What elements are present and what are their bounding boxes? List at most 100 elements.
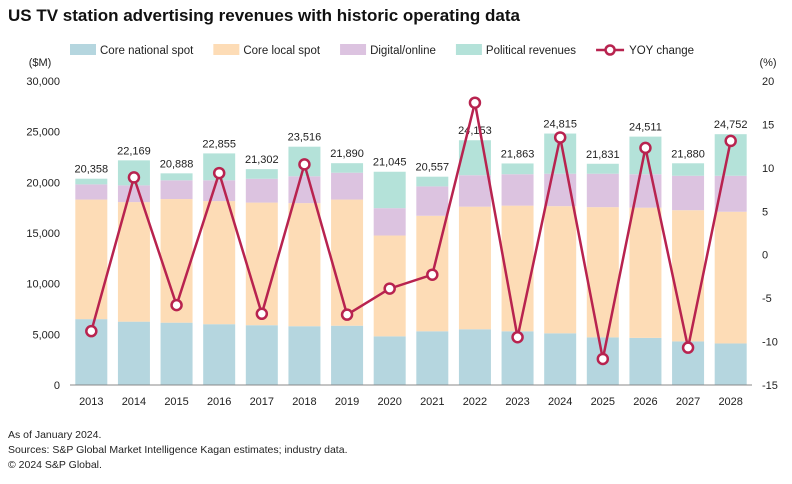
bar-total-label: 21,890 <box>330 148 364 160</box>
x-tick-label: 2019 <box>335 396 359 408</box>
x-tick-label: 2027 <box>676 396 700 408</box>
legend-label: Digital/online <box>370 45 436 57</box>
bar-total-label: 21,045 <box>373 157 407 169</box>
yoy-point <box>596 352 610 366</box>
y-right-tick-label: -10 <box>762 337 778 349</box>
footnote-date: As of January 2024. <box>8 429 102 441</box>
chart: ($M) (%) 0 5,000 10,000 15,000 20,000 25,000 30,… <box>26 44 778 408</box>
legend-label: Core national spot <box>100 45 194 57</box>
bar-total-label: 20,358 <box>74 164 108 176</box>
x-tick-label: 2024 <box>548 396 572 408</box>
bar-segment <box>373 171 406 209</box>
bar-segment <box>288 176 321 204</box>
bar-segment <box>331 325 364 385</box>
x-tick-label: 2017 <box>250 396 274 408</box>
bar-total-label: 21,302 <box>245 154 279 166</box>
bar-segment <box>714 211 747 344</box>
bar-segment <box>160 180 193 200</box>
x-tick-label: 2018 <box>292 396 316 408</box>
chart-title: US TV station advertising revenues with … <box>8 6 520 25</box>
y-left-axis-label: ($M) <box>29 57 52 69</box>
bar-total-label: 23,516 <box>288 132 322 144</box>
bar-segment <box>373 208 406 236</box>
bar-segment <box>117 321 150 385</box>
bar-segment <box>373 336 406 385</box>
legend-swatch <box>213 44 240 55</box>
y-right-tick-label: -5 <box>762 293 772 305</box>
yoy-point <box>468 96 482 109</box>
yoy-point <box>681 341 695 354</box>
legend-label: Core local spot <box>243 45 321 57</box>
legend-swatch <box>70 44 96 55</box>
x-tick-label: 2014 <box>122 396 146 408</box>
bar-segment <box>331 199 364 326</box>
bar-segment <box>288 203 321 327</box>
x-tick-label: 2023 <box>505 396 529 408</box>
yoy-point <box>170 298 183 312</box>
x-tick-label: 2015 <box>164 396 188 408</box>
yoy-point <box>426 268 439 281</box>
bar-total-label: 24,153 <box>458 125 492 137</box>
legend-swatch <box>340 44 367 55</box>
footnote-sources: Sources: S&P Global Market Intelligence … <box>8 444 348 456</box>
bar-segment <box>544 333 577 385</box>
bar-segment <box>75 178 108 185</box>
yoy-point <box>212 166 226 180</box>
y-right-tick-label: 15 <box>762 119 774 131</box>
legend-swatch <box>455 44 482 55</box>
y-left-tick-label: 25,000 <box>26 127 60 139</box>
bar-total-label: 21,880 <box>671 148 705 160</box>
y-left-tick-label: 10,000 <box>26 279 60 291</box>
yoy-point <box>127 171 141 184</box>
y-right-tick-label: 5 <box>762 206 768 218</box>
bar-segment <box>501 205 534 332</box>
yoy-point <box>383 282 396 295</box>
bar-segment <box>75 199 108 320</box>
y-right-tick-label: 20 <box>762 76 774 88</box>
bar-segment <box>245 169 278 179</box>
bar-segment <box>288 326 321 385</box>
y-right-axis-label: (%) <box>759 57 776 69</box>
bar-segment <box>160 322 193 385</box>
bar-segment <box>629 337 662 385</box>
bar-total-label: 22,855 <box>202 138 236 150</box>
bar-segment <box>714 343 747 385</box>
bar-segment <box>458 206 491 330</box>
bar-segment <box>203 180 236 202</box>
bar-total-label: 24,752 <box>714 119 748 131</box>
bar-segment <box>75 184 108 200</box>
bar-segment <box>245 325 278 385</box>
bar-segment <box>245 178 278 203</box>
yoy-point <box>553 131 567 144</box>
bar-segment <box>586 163 619 174</box>
x-tick-label: 2022 <box>463 396 487 408</box>
bar-segment <box>672 175 705 211</box>
bar-segment <box>245 202 278 326</box>
bar-total-label: 21,831 <box>586 149 620 161</box>
x-tick-label: 2021 <box>420 396 444 408</box>
bar-segment <box>629 207 662 338</box>
y-left-tick-label: 15,000 <box>26 228 60 240</box>
x-tick-label: 2016 <box>207 396 231 408</box>
bar-segment <box>586 207 619 338</box>
yoy-point <box>340 308 354 321</box>
x-tick-label: 2013 <box>79 396 103 408</box>
bar-segment <box>501 163 534 175</box>
yoy-point <box>255 307 269 321</box>
yoy-point <box>85 324 98 338</box>
yoy-point <box>511 330 524 344</box>
legend-line-marker <box>604 44 616 56</box>
x-tick-label: 2020 <box>377 396 401 408</box>
bar-segment <box>160 173 193 181</box>
bar-segment <box>672 163 705 176</box>
bar-segment <box>458 329 491 385</box>
bar-total-label: 21,863 <box>501 148 535 160</box>
bar-segment <box>586 173 619 208</box>
y-right-tick-label: -15 <box>762 380 778 392</box>
bar-segment <box>331 172 364 200</box>
bar-segment <box>672 210 705 342</box>
yoy-line <box>90 102 732 360</box>
bar-total-label: 24,815 <box>543 119 577 131</box>
x-tick-label: 2028 <box>718 396 742 408</box>
y-left-tick-label: 0 <box>54 380 60 392</box>
